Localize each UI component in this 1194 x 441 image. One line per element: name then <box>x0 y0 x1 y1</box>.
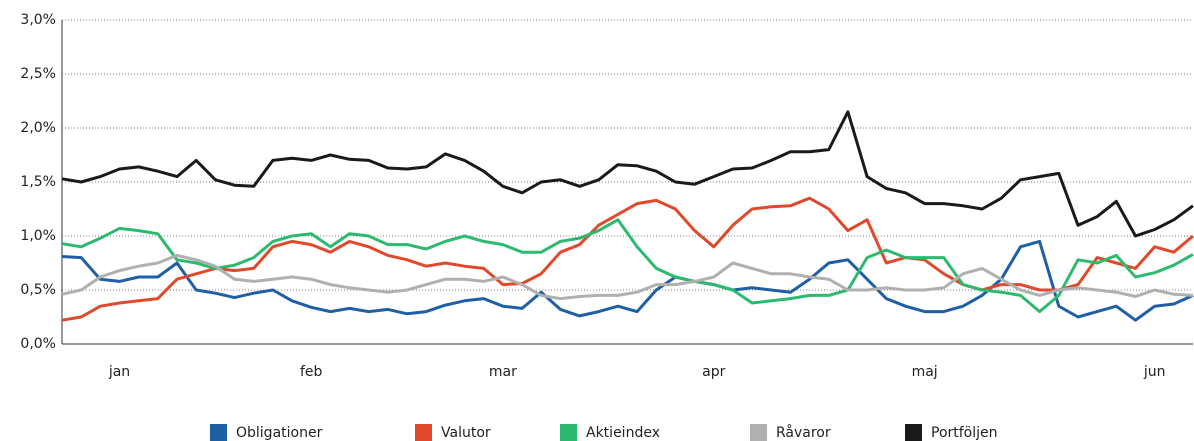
x-tick-label: mar <box>489 364 517 380</box>
legend-swatch <box>560 424 577 441</box>
series-line <box>61 253 1194 301</box>
x-tick-label: apr <box>702 364 725 380</box>
x-tick-label: jun <box>1143 364 1166 380</box>
y-tick-label: 3,0% <box>20 12 56 28</box>
x-tick-label: maj <box>912 364 938 380</box>
legend-swatch <box>415 424 432 441</box>
legend-swatch <box>750 424 767 441</box>
series-line <box>61 239 1194 322</box>
y-tick-label: 1,5% <box>20 174 56 190</box>
legend-label: Portföljen <box>931 425 998 441</box>
legend-swatch <box>210 424 227 441</box>
series-line <box>61 218 1194 314</box>
y-tick-label: 2,5% <box>20 66 56 82</box>
y-tick-label: 0,0% <box>20 336 56 352</box>
legend-label: Valutor <box>441 425 491 441</box>
x-tick-label: feb <box>300 364 323 380</box>
y-tick-label: 2,0% <box>20 120 56 136</box>
legend-label: Råvaror <box>776 424 831 441</box>
legend-label: Aktieindex <box>586 425 660 441</box>
legend-label: Obligationer <box>236 425 323 441</box>
y-tick-label: 1,0% <box>20 228 56 244</box>
legend-swatch <box>905 424 922 441</box>
series-line <box>61 110 1194 238</box>
y-tick-label: 0,5% <box>20 282 56 298</box>
series-line <box>61 196 1194 322</box>
x-tick-label: jan <box>108 364 130 380</box>
